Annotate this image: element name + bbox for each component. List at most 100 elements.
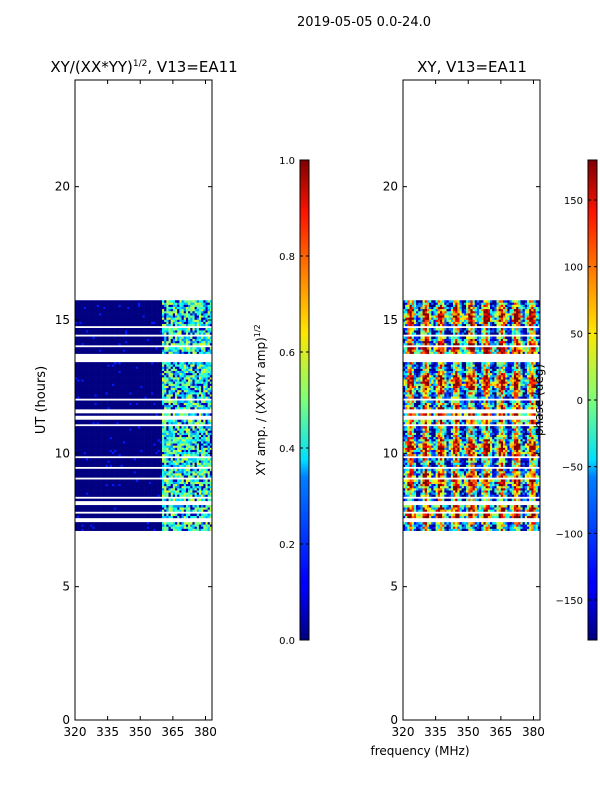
- heatmap-cell: [107, 402, 111, 406]
- heatmap-cell: [116, 394, 119, 397]
- heatmap-cell: [94, 438, 98, 442]
- heatmap-cell: [190, 475, 193, 478]
- heatmap-cell: [85, 447, 89, 450]
- heatmap-cell: [172, 351, 176, 354]
- heatmap-cell: [196, 428, 200, 431]
- heatmap-cell: [185, 413, 189, 416]
- heatmap-cell: [209, 406, 212, 410]
- heatmap-cell: [118, 434, 121, 438]
- heatmap-cell: [181, 505, 185, 508]
- heatmap-cell: [129, 468, 132, 472]
- heatmap-cell: [168, 522, 171, 525]
- heatmap-cell: [105, 400, 108, 403]
- heatmap-cell: [188, 524, 191, 527]
- heatmap-cell: [148, 396, 152, 399]
- heatmap-cell: [101, 336, 104, 339]
- heatmap-cell: [125, 451, 128, 455]
- heatmap-cell: [105, 413, 108, 416]
- heatmap-cell: [127, 458, 130, 461]
- heatmap-cell: [140, 513, 143, 517]
- heatmap-cell: [205, 392, 208, 395]
- heatmap-cell: [77, 436, 80, 440]
- heatmap-cell: [120, 364, 124, 367]
- heatmap-cell: [201, 421, 204, 425]
- heatmap-cell: [207, 528, 211, 531]
- heatmap-cell: [133, 526, 137, 529]
- heatmap-cell: [79, 490, 82, 493]
- heatmap-cell: [183, 383, 187, 386]
- heatmap-cell: [83, 317, 87, 320]
- heatmap-cell: [183, 340, 187, 344]
- heatmap-cell: [127, 430, 130, 433]
- heatmap-cell: [170, 449, 174, 453]
- heatmap-cell: [175, 509, 178, 512]
- heatmap-cell: [194, 522, 198, 525]
- heatmap-cell: [144, 328, 148, 331]
- heatmap-cell: [159, 385, 163, 389]
- heatmap-cell: [122, 428, 126, 431]
- heatmap-cell: [118, 451, 121, 455]
- heatmap-cell: [188, 362, 191, 365]
- heatmap-cell: [155, 513, 158, 517]
- heatmap-cell: [92, 479, 95, 482]
- heatmap-cell: [179, 441, 182, 444]
- heatmap-cell: [98, 443, 102, 446]
- heatmap-cell: [129, 317, 132, 320]
- heatmap-cell: [131, 479, 135, 482]
- heatmap-cell: [75, 338, 78, 342]
- heatmap-cell: [75, 400, 78, 403]
- heatmap-cell: [77, 332, 80, 335]
- heatmap-cell: [109, 475, 113, 478]
- heatmap-cell: [92, 406, 95, 410]
- heatmap-cell: [181, 389, 185, 393]
- heatmap-cell: [185, 364, 189, 367]
- heatmap-cell: [109, 507, 113, 510]
- heatmap-cell: [122, 421, 126, 425]
- heatmap-cell: [105, 377, 108, 380]
- heatmap-cell: [75, 458, 78, 461]
- heatmap-cell: [205, 394, 208, 397]
- heatmap-cell: [155, 522, 158, 525]
- heatmap-cell: [105, 419, 108, 423]
- heatmap-cell: [170, 383, 174, 386]
- heatmap-cell: [75, 317, 78, 320]
- heatmap-cell: [77, 366, 80, 369]
- heatmap-cell: [157, 494, 161, 497]
- heatmap-cell: [161, 351, 165, 354]
- heatmap-cell: [98, 460, 102, 463]
- heatmap-cell: [188, 445, 191, 448]
- heatmap-cell: [190, 366, 193, 369]
- heatmap-cell: [140, 385, 143, 389]
- heatmap-cell: [207, 490, 211, 493]
- heatmap-cell: [185, 492, 189, 495]
- heatmap-cell: [140, 394, 143, 397]
- heatmap-cell: [92, 481, 95, 485]
- heatmap-cell: [166, 451, 169, 455]
- heatmap-cell: [88, 475, 91, 478]
- heatmap-cell: [98, 366, 102, 369]
- heatmap-cell: [103, 332, 106, 335]
- heatmap-cell: [142, 340, 145, 344]
- heatmap-cell: [127, 379, 130, 382]
- heatmap-cell: [85, 453, 89, 457]
- heatmap-cell: [161, 323, 165, 327]
- heatmap-cell: [153, 453, 156, 457]
- heatmap-cell: [166, 485, 169, 489]
- heatmap-cell: [207, 387, 211, 391]
- heatmap-cell: [183, 336, 187, 339]
- heatmap-cell: [118, 428, 121, 431]
- heatmap-cell: [172, 443, 176, 446]
- heatmap-cell: [142, 323, 145, 327]
- heatmap-cell: [114, 323, 117, 327]
- heatmap-cell: [140, 428, 143, 431]
- heatmap-cell: [209, 315, 212, 318]
- heatmap-cell: [111, 421, 115, 425]
- heatmap-cell: [107, 451, 111, 455]
- heatmap-cell: [138, 475, 141, 478]
- heatmap-cell: [140, 419, 143, 423]
- heatmap-cell: [175, 351, 178, 354]
- heatmap-cell: [116, 492, 119, 495]
- heatmap-cell: [116, 387, 119, 391]
- heatmap-cell: [114, 396, 117, 399]
- heatmap-cell: [90, 402, 93, 406]
